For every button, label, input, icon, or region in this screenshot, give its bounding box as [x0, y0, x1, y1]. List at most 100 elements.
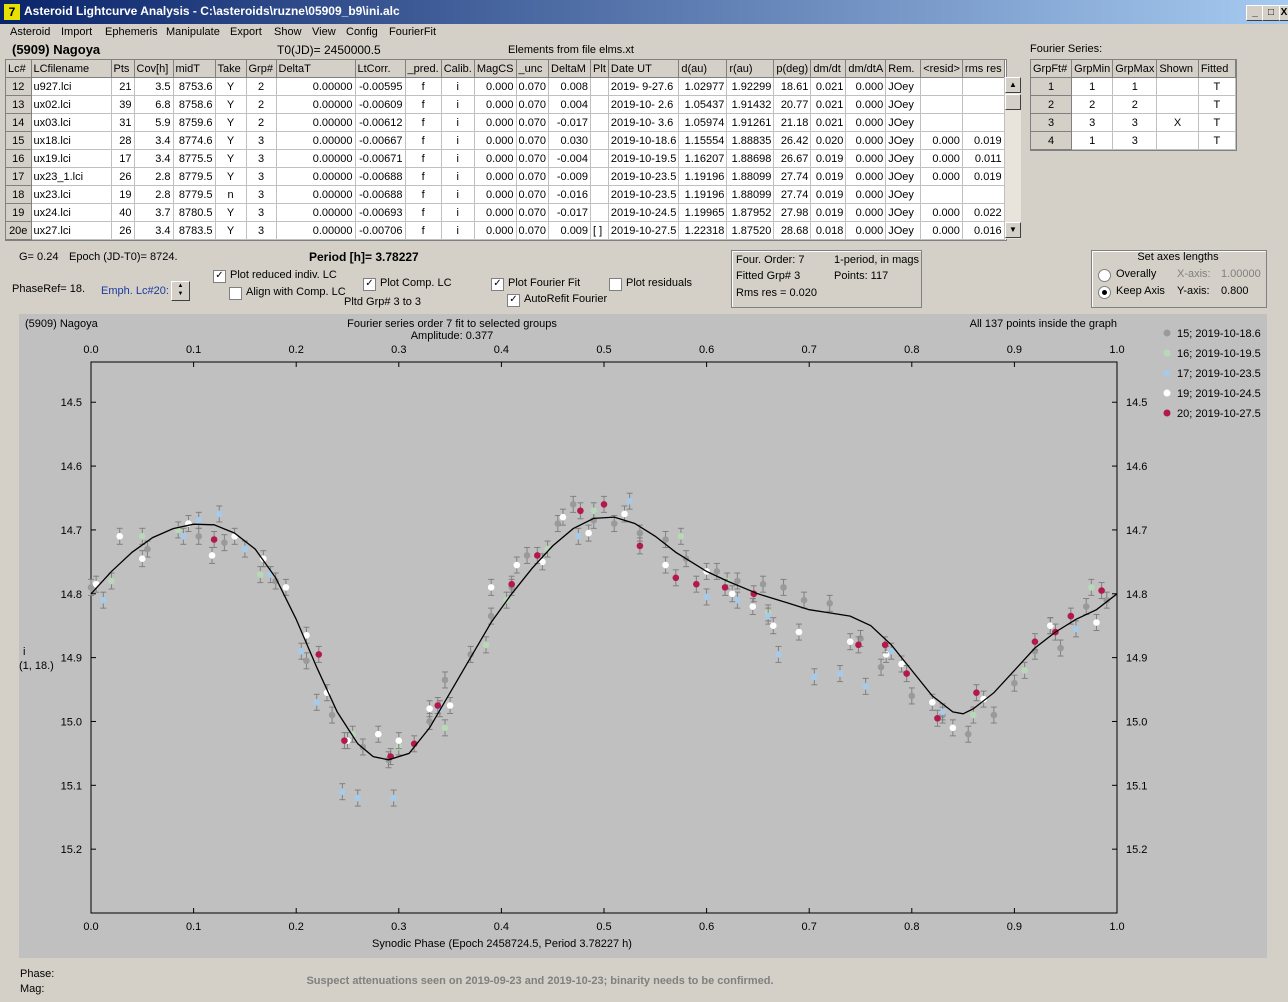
- lc-table-cell[interactable]: 0.070: [516, 149, 550, 168]
- lc-table-cell[interactable]: 0.00000: [276, 149, 356, 168]
- lc-table-cell[interactable]: 0.070: [516, 77, 550, 96]
- lc-table-cell[interactable]: 0.070: [516, 185, 550, 204]
- lc-table-cell[interactable]: 0.022: [962, 203, 1005, 222]
- lc-table-cell[interactable]: 14: [6, 113, 32, 132]
- lc-table-cell[interactable]: f: [405, 167, 442, 186]
- lc-table-cell[interactable]: 2019-10-27.5: [608, 221, 680, 240]
- fourier-table-cell[interactable]: 3: [1112, 131, 1158, 150]
- lc-table-cell[interactable]: 3.4: [134, 131, 174, 150]
- lc-table-cell[interactable]: JOey: [885, 77, 922, 96]
- lc-table-row[interactable]: 19 ux24.lci 40 3.7 8780.5 Y 3 0.00000 -0.00693 f i…: [6, 203, 1005, 222]
- lc-table-cell[interactable]: [962, 185, 1005, 204]
- lc-table-cell[interactable]: [ ]: [590, 221, 609, 240]
- lc-table-cell[interactable]: 0.000: [845, 203, 887, 222]
- lc-table-cell[interactable]: 19: [111, 185, 135, 204]
- lc-table-cell[interactable]: 0.009: [548, 221, 592, 240]
- lc-table-cell[interactable]: 39: [111, 95, 135, 114]
- lc-table-cell[interactable]: 0.000: [474, 185, 517, 204]
- lc-column-header[interactable]: Pts: [111, 60, 135, 78]
- autorefit-checkbox[interactable]: ✓: [507, 294, 520, 307]
- spin-down-icon[interactable]: ▼: [177, 291, 184, 297]
- lc-column-header[interactable]: _pred.: [405, 60, 442, 78]
- lc-table-cell[interactable]: 0.070: [516, 95, 550, 114]
- lc-table-cell[interactable]: 0.019: [810, 167, 847, 186]
- lc-table-cell[interactable]: 0.000: [474, 149, 517, 168]
- lc-table-cell[interactable]: JOey: [885, 221, 922, 240]
- lc-table-cell[interactable]: 8759.6: [173, 113, 216, 132]
- lc-table-cell[interactable]: 1.91261: [726, 113, 775, 132]
- lc-table-row[interactable]: 15 ux18.lci 28 3.4 8774.6 Y 3 0.00000 -0.00667 f i…: [6, 131, 1005, 150]
- lc-table-cell[interactable]: u927.lci: [31, 77, 112, 96]
- lc-table-cell[interactable]: 26: [111, 167, 135, 186]
- menu-config[interactable]: Config: [346, 26, 378, 38]
- overally-radio[interactable]: [1098, 269, 1111, 282]
- lc-column-header[interactable]: Date UT: [608, 60, 680, 78]
- lc-table-cell[interactable]: 20.77: [773, 95, 812, 114]
- lc-table-cell[interactable]: 0.021: [810, 77, 847, 96]
- lc-table-cell[interactable]: 26.42: [773, 131, 812, 150]
- lc-table-cell[interactable]: 0.000: [474, 95, 517, 114]
- lc-table-cell[interactable]: 0.019: [962, 131, 1005, 150]
- lc-table-cell[interactable]: i: [441, 149, 475, 168]
- fourier-table-cell[interactable]: 1: [1071, 77, 1114, 96]
- lc-table-cell[interactable]: 0.019: [962, 167, 1005, 186]
- lc-table-cell[interactable]: -0.017: [548, 203, 592, 222]
- lc-table-cell[interactable]: 2019-10- 2.6: [608, 95, 680, 114]
- lc-table-cell[interactable]: 1.88835: [726, 131, 775, 150]
- lc-table-cell[interactable]: 0.070: [516, 113, 550, 132]
- lc-table-cell[interactable]: f: [405, 77, 442, 96]
- menu-export[interactable]: Export: [230, 26, 262, 38]
- lc-table-cell[interactable]: 0.070: [516, 167, 550, 186]
- lc-table-cell[interactable]: 21: [111, 77, 135, 96]
- fourier-table-cell[interactable]: T: [1198, 77, 1236, 96]
- lc-table-cell[interactable]: 8779.5: [173, 167, 216, 186]
- lc-table-cell[interactable]: -0.00595: [355, 77, 406, 96]
- lc-table-cell[interactable]: Y: [215, 77, 247, 96]
- lc-table-cell[interactable]: 15: [6, 131, 32, 150]
- lc-table-cell[interactable]: ux03.lci: [31, 113, 112, 132]
- lc-table-cell[interactable]: ux23.lci: [31, 185, 112, 204]
- maximize-button[interactable]: □: [1262, 5, 1280, 21]
- lc-table-cell[interactable]: JOey: [885, 185, 922, 204]
- lc-table-cell[interactable]: 0.00000: [276, 185, 356, 204]
- lc-column-header[interactable]: DeltaT: [276, 60, 356, 78]
- lc-table-cell[interactable]: [590, 185, 609, 204]
- lc-column-header[interactable]: Calib.: [441, 60, 475, 78]
- lc-table-cell[interactable]: Y: [215, 95, 247, 114]
- lc-table-cell[interactable]: 27.74: [773, 167, 812, 186]
- lc-table-cell[interactable]: 8753.6: [173, 77, 216, 96]
- lc-table-cell[interactable]: [962, 77, 1005, 96]
- lc-column-header[interactable]: Grp#: [246, 60, 277, 78]
- lc-table-cell[interactable]: i: [441, 203, 475, 222]
- x-axis-value[interactable]: 1.00000: [1221, 268, 1261, 280]
- lc-table-cell[interactable]: 0.00000: [276, 221, 356, 240]
- lc-table-cell[interactable]: f: [405, 221, 442, 240]
- lc-column-header[interactable]: dm/dtA: [845, 60, 887, 78]
- lc-table-cell[interactable]: 0.000: [920, 149, 963, 168]
- lc-table-cell[interactable]: Y: [215, 203, 247, 222]
- lc-table-cell[interactable]: 0.000: [474, 221, 517, 240]
- lc-table-cell[interactable]: -0.00609: [355, 95, 406, 114]
- lc-table-cell[interactable]: 8779.5: [173, 185, 216, 204]
- lc-table-cell[interactable]: 0.000: [920, 167, 963, 186]
- lc-column-header[interactable]: d(au): [678, 60, 728, 78]
- menu-manipulate[interactable]: Manipulate: [166, 26, 220, 38]
- lc-table-cell[interactable]: 2: [246, 113, 277, 132]
- lc-table-cell[interactable]: 2019-10-18.6: [608, 131, 680, 150]
- fourier-table-cell[interactable]: T: [1198, 113, 1236, 132]
- lc-table-cell[interactable]: -0.00706: [355, 221, 406, 240]
- lc-column-header[interactable]: p(deg): [773, 60, 812, 78]
- lc-table-cell[interactable]: 0.000: [474, 203, 517, 222]
- lc-table-cell[interactable]: i: [441, 185, 475, 204]
- scroll-down-arrow-icon[interactable]: ▼: [1005, 222, 1021, 238]
- lc-table-cell[interactable]: 0.000: [845, 221, 887, 240]
- lc-column-header[interactable]: Lc#: [6, 60, 32, 78]
- fourier-table-cell[interactable]: [1156, 95, 1199, 114]
- lc-table-cell[interactable]: 2: [246, 77, 277, 96]
- lc-table-cell[interactable]: 3: [246, 149, 277, 168]
- lc-table-cell[interactable]: ux18.lci: [31, 131, 112, 150]
- lc-table-cell[interactable]: [590, 203, 609, 222]
- lc-table-cell[interactable]: 0.000: [474, 167, 517, 186]
- lc-table-cell[interactable]: [920, 77, 963, 96]
